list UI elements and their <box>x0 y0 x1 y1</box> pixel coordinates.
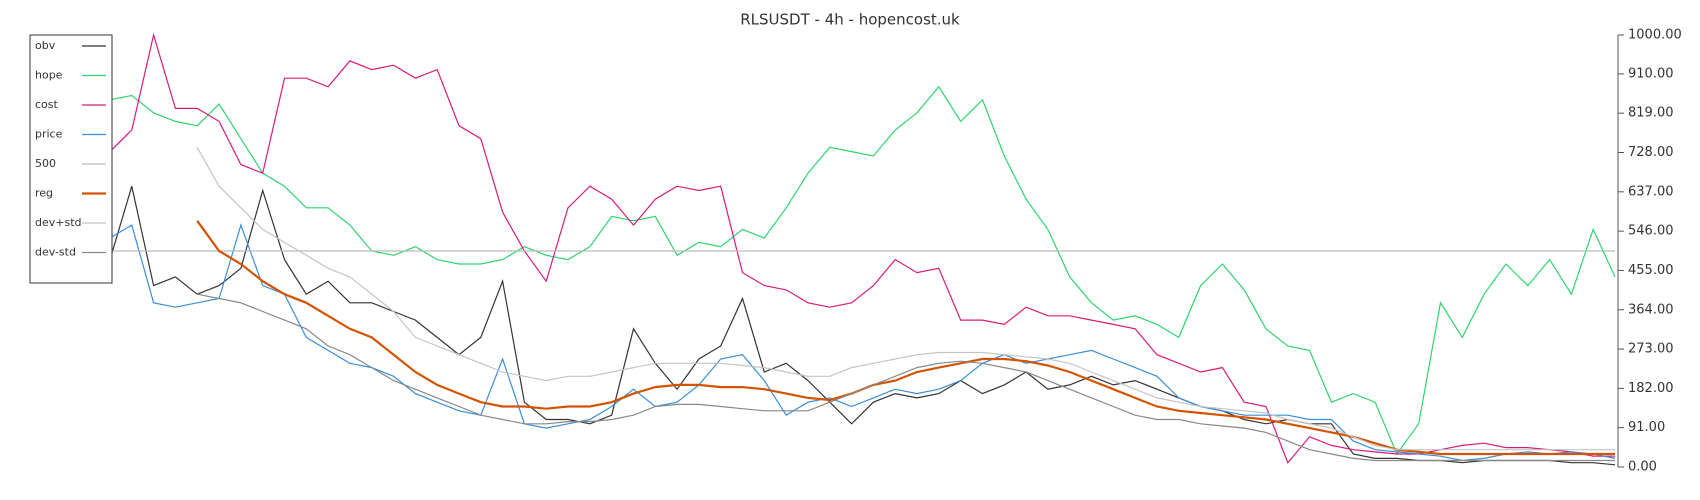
legend-label: obv <box>35 39 56 52</box>
y-tick-label: 728.00 <box>1628 145 1674 160</box>
y-tick-label: 455.00 <box>1628 263 1674 278</box>
series-line <box>109 223 1616 462</box>
series-line <box>196 147 1615 451</box>
series-line <box>109 32 1615 464</box>
y-tick-label: 182.00 <box>1628 381 1674 396</box>
y-tick-label: 910.00 <box>1628 66 1674 81</box>
y-tick-label: 546.00 <box>1628 224 1674 239</box>
y-tick-label: 273.00 <box>1628 342 1674 357</box>
series-line <box>109 186 1616 466</box>
legend-label: 500 <box>35 157 56 170</box>
legend-label: reg <box>35 187 53 200</box>
legend-box <box>29 34 113 284</box>
series-line <box>197 293 1615 462</box>
y-tick-label: 819.00 <box>1628 106 1674 121</box>
legend-label: cost <box>35 98 59 111</box>
y-tick-label: 637.00 <box>1628 184 1674 199</box>
y-tick-label: 1000.00 <box>1628 28 1682 43</box>
y-tick-label: 364.00 <box>1628 302 1674 317</box>
series-line <box>109 85 1616 456</box>
legend-label: price <box>35 128 63 141</box>
series-line <box>196 220 1615 456</box>
legend-label: dev-std <box>35 246 76 259</box>
y-tick-label: 91.00 <box>1628 420 1665 435</box>
chart-title: RLSUSDT - 4h - hopencost.uk <box>740 11 960 29</box>
y-tick-label: 0.00 <box>1628 460 1657 475</box>
legend-label: hope <box>35 69 63 82</box>
legend-label: dev+std <box>35 216 82 229</box>
